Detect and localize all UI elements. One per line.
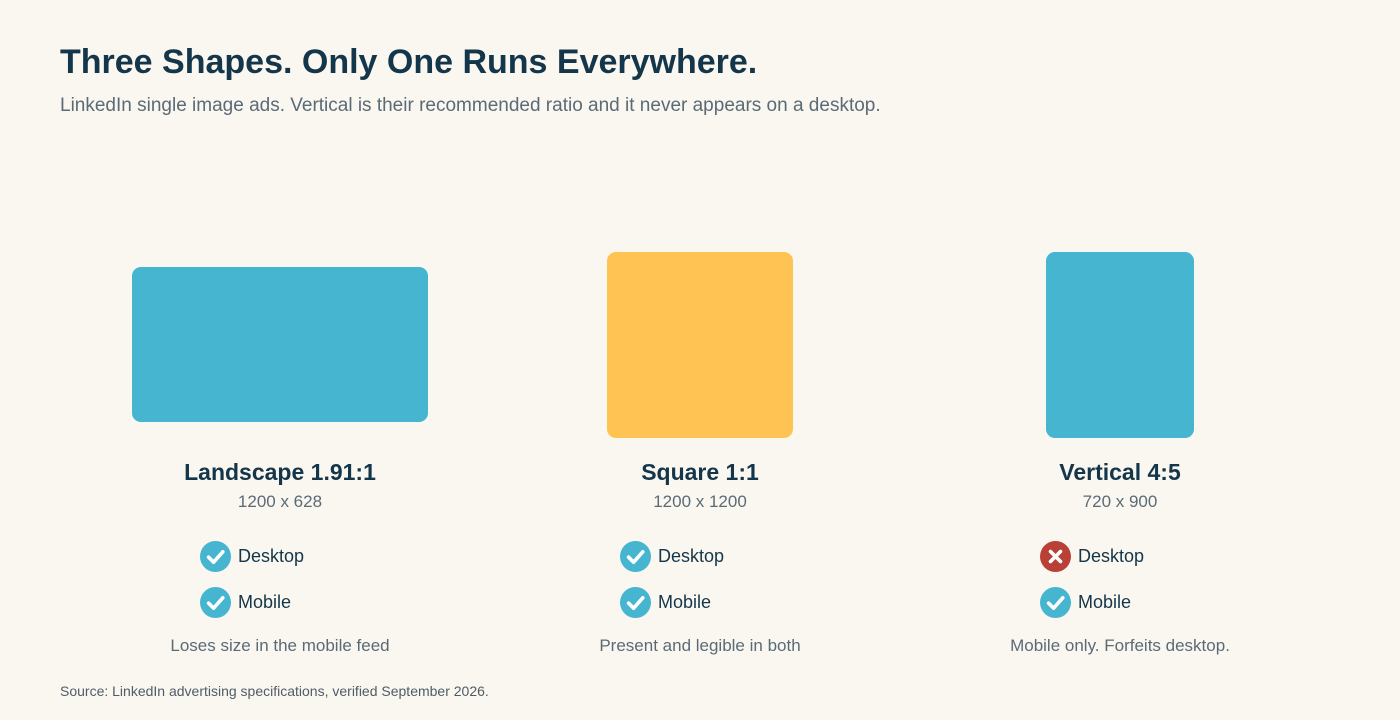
source-note: Source: LinkedIn advertising specificati… (60, 683, 489, 699)
card-dimensions: 1200 x 1200 (653, 492, 747, 511)
card-note: Loses size in the mobile feed (170, 636, 390, 655)
check-circle-icon (200, 540, 231, 572)
card-name: Vertical 4:5 (1059, 459, 1181, 485)
placement-desktop: Desktop (1040, 540, 1300, 572)
placement-mobile: Mobile (1040, 586, 1300, 618)
page-subtitle: LinkedIn single image ads. Vertical is t… (60, 95, 881, 116)
card-name: Square 1:1 (641, 459, 759, 485)
placement-desktop: Desktop (620, 540, 880, 572)
card-note: Present and legible in both (599, 636, 801, 655)
card-dimensions: 720 x 900 (1082, 492, 1158, 511)
placement-label: Desktop (658, 546, 725, 566)
card-note: Mobile only. Forfeits desktop. (1010, 636, 1230, 655)
square-shape-preview (607, 252, 793, 438)
placement-label: Mobile (658, 592, 712, 612)
placement-label: Desktop (1078, 546, 1145, 566)
check-circle-icon (620, 540, 651, 572)
placement-list: Desktop Mobile (1040, 540, 1300, 632)
placement-label: Mobile (1078, 592, 1132, 612)
placement-mobile: Mobile (200, 586, 460, 618)
x-circle-icon (1040, 540, 1071, 572)
card-name: Landscape 1.91:1 (184, 459, 376, 485)
check-circle-icon (1040, 586, 1071, 618)
placement-list: Desktop Mobile (620, 540, 880, 632)
card-dimensions: 1200 x 628 (237, 492, 323, 511)
vertical-shape-preview (1046, 252, 1194, 438)
placement-desktop: Desktop (200, 540, 460, 572)
landscape-shape-preview (132, 267, 428, 422)
placement-label: Mobile (238, 592, 292, 612)
placement-label: Desktop (238, 546, 305, 566)
placement-mobile: Mobile (620, 586, 880, 618)
placement-list: Desktop Mobile (200, 540, 460, 632)
ratio-card-vertical: Vertical 4:5 720 x 900 Desktop Mobile Mo… (910, 200, 1330, 670)
check-circle-icon (620, 586, 651, 618)
ratio-card-landscape: Landscape 1.91:1 1200 x 628 Desktop Mobi… (70, 200, 490, 670)
check-circle-icon (200, 586, 231, 618)
ratio-card-square: Square 1:1 1200 x 1200 Desktop Mobile Pr… (490, 200, 910, 670)
page-title: Three Shapes. Only One Runs Everywhere. (60, 43, 758, 81)
